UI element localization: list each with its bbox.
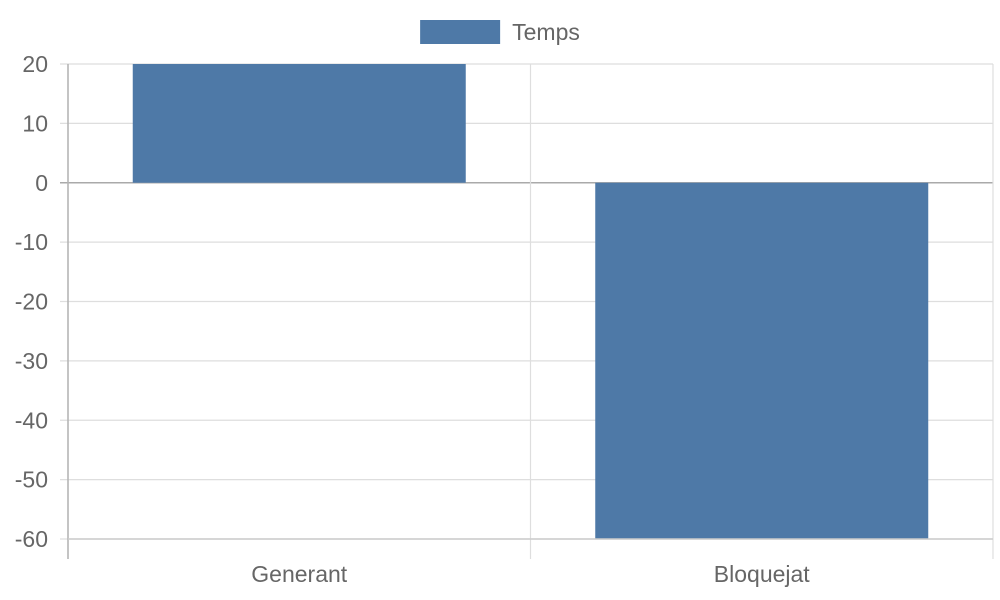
y-tick-label: -40: [15, 407, 48, 433]
y-tick-label: -50: [15, 467, 48, 493]
y-tick-label: -30: [15, 348, 48, 374]
x-axis-ticks: Generant Bloquejat: [251, 561, 810, 587]
y-axis-ticks: 20 10 0 -10 -20 -30 -40 -50 -60: [15, 51, 48, 552]
legend-swatch: [420, 20, 501, 44]
legend-label: Temps: [512, 19, 580, 45]
y-tick-label: 10: [22, 110, 48, 136]
legend[interactable]: Temps: [420, 19, 580, 45]
bar-series: [132, 64, 929, 539]
bar[interactable]: [595, 182, 929, 539]
y-tick-label: -20: [15, 289, 48, 315]
bar[interactable]: [132, 64, 466, 183]
x-tick-label: Bloquejat: [714, 561, 811, 587]
y-tick-label: 0: [35, 170, 48, 196]
y-tick-label: -10: [15, 229, 48, 255]
y-tick-label: -60: [15, 526, 48, 552]
x-tick-label: Generant: [251, 561, 348, 587]
y-tick-label: 20: [22, 51, 48, 77]
